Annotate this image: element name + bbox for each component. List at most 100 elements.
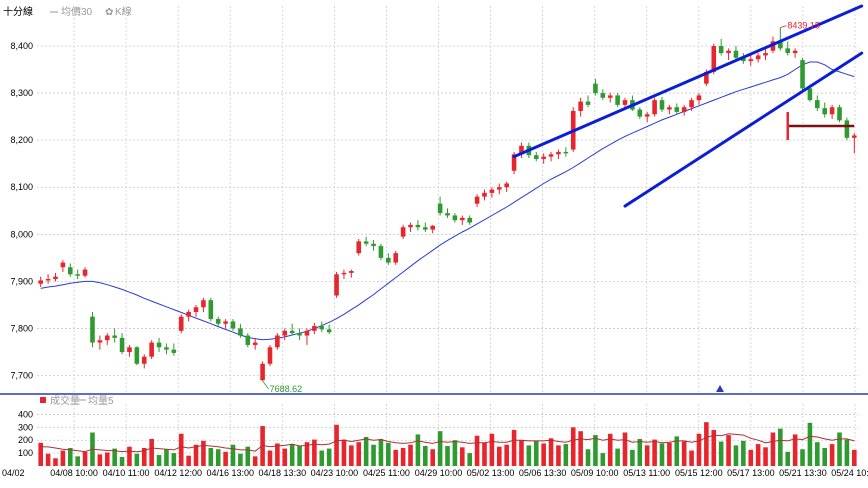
volume-bar[interactable] (193, 444, 199, 466)
candle[interactable] (681, 104, 687, 116)
candle[interactable] (201, 297, 206, 312)
candle[interactable] (844, 117, 850, 141)
candle[interactable] (718, 38, 724, 56)
candle[interactable] (393, 250, 399, 265)
candle[interactable] (156, 337, 162, 352)
candle[interactable] (97, 335, 103, 350)
volume-bar[interactable] (585, 449, 591, 466)
volume-bar[interactable] (297, 446, 302, 466)
candle[interactable] (208, 297, 214, 322)
volume-bar[interactable] (445, 446, 450, 466)
volume-bar[interactable] (386, 442, 391, 466)
volume-bar[interactable] (711, 429, 717, 466)
volume-bar[interactable] (437, 431, 443, 466)
volume-bar[interactable] (607, 433, 613, 466)
candle[interactable] (282, 328, 288, 341)
volume-bar[interactable] (215, 449, 221, 466)
volume-bar[interactable] (334, 424, 339, 466)
candle[interactable] (600, 89, 606, 101)
volume-bar[interactable] (593, 435, 598, 466)
candle[interactable] (659, 96, 665, 112)
candle[interactable] (607, 93, 613, 103)
volume-bar[interactable] (785, 451, 791, 466)
candle[interactable] (304, 328, 310, 345)
candle[interactable] (689, 97, 694, 111)
volume-bar[interactable] (689, 450, 694, 466)
candle[interactable] (696, 93, 702, 105)
volume-bar[interactable] (755, 444, 761, 466)
volume-bar[interactable] (467, 453, 472, 466)
volume-bar[interactable] (452, 440, 458, 466)
candle[interactable] (667, 104, 672, 115)
volume-bar[interactable] (82, 451, 88, 466)
volume-bar[interactable] (75, 456, 80, 466)
volume-bar[interactable] (341, 439, 347, 466)
candle[interactable] (386, 253, 391, 265)
candle[interactable] (829, 104, 835, 119)
volume-bar[interactable] (726, 435, 731, 466)
candle[interactable] (822, 102, 828, 118)
candle[interactable] (800, 57, 805, 91)
volume-bar[interactable] (245, 446, 251, 466)
volume-bar[interactable] (748, 449, 754, 466)
candle[interactable] (223, 319, 228, 329)
candle[interactable] (644, 111, 650, 123)
volume-bar[interactable] (852, 449, 857, 466)
volume-bar[interactable] (363, 437, 369, 466)
candle[interactable] (556, 149, 561, 159)
volume-bar[interactable] (837, 432, 842, 466)
volume-bar[interactable] (504, 444, 509, 466)
volume-bar[interactable] (304, 442, 310, 466)
candle[interactable] (748, 55, 754, 66)
candle[interactable] (726, 48, 731, 61)
volume-bar[interactable] (356, 442, 362, 466)
volume-bar[interactable] (104, 452, 110, 466)
volume-bar[interactable] (482, 442, 487, 466)
volume-bar[interactable] (792, 434, 798, 466)
volume-bar[interactable] (45, 453, 51, 466)
volume-bar[interactable] (289, 444, 295, 466)
candle[interactable] (585, 95, 591, 108)
candle[interactable] (149, 340, 154, 360)
volume-bar[interactable] (718, 441, 724, 466)
candle[interactable] (733, 46, 739, 60)
ma-legend-label[interactable]: 均價30 (61, 5, 93, 18)
candle[interactable] (312, 322, 317, 335)
candle[interactable] (852, 133, 857, 154)
candle[interactable] (785, 41, 791, 56)
candle[interactable] (371, 239, 376, 251)
volume-bar[interactable] (511, 429, 517, 466)
candle[interactable] (245, 333, 251, 348)
volume-bar[interactable] (60, 450, 66, 466)
candle[interactable] (593, 78, 598, 96)
volume-bar[interactable] (556, 445, 561, 466)
candle[interactable] (289, 323, 295, 336)
volume-bar[interactable] (644, 445, 650, 466)
candle[interactable] (815, 95, 820, 111)
candle[interactable] (615, 93, 620, 108)
candle[interactable] (755, 53, 761, 63)
volume-bar[interactable] (741, 440, 746, 466)
volume-bar[interactable] (252, 456, 258, 466)
volume-bar[interactable] (178, 433, 184, 466)
volume-bar[interactable] (223, 451, 228, 466)
volume-bar[interactable] (496, 446, 502, 466)
volume-bar[interactable] (378, 438, 384, 466)
volume-bar[interactable] (667, 442, 672, 466)
volume-bar[interactable] (844, 439, 850, 466)
volume-legend-label[interactable]: 成交量 (50, 394, 80, 407)
candle[interactable] (430, 224, 436, 234)
volume-bar[interactable] (652, 439, 657, 466)
volume-bar[interactable] (637, 438, 643, 466)
candle[interactable] (378, 243, 384, 261)
candle[interactable] (267, 344, 273, 367)
volume-bar[interactable] (371, 444, 376, 466)
volume-bar[interactable] (659, 443, 665, 466)
candle[interactable] (452, 213, 458, 223)
volume-bar[interactable] (733, 445, 739, 466)
candle[interactable] (238, 323, 243, 338)
volume-bar[interactable] (563, 444, 569, 466)
candle[interactable] (127, 344, 132, 357)
candle[interactable] (578, 97, 583, 117)
candle[interactable] (260, 361, 265, 381)
